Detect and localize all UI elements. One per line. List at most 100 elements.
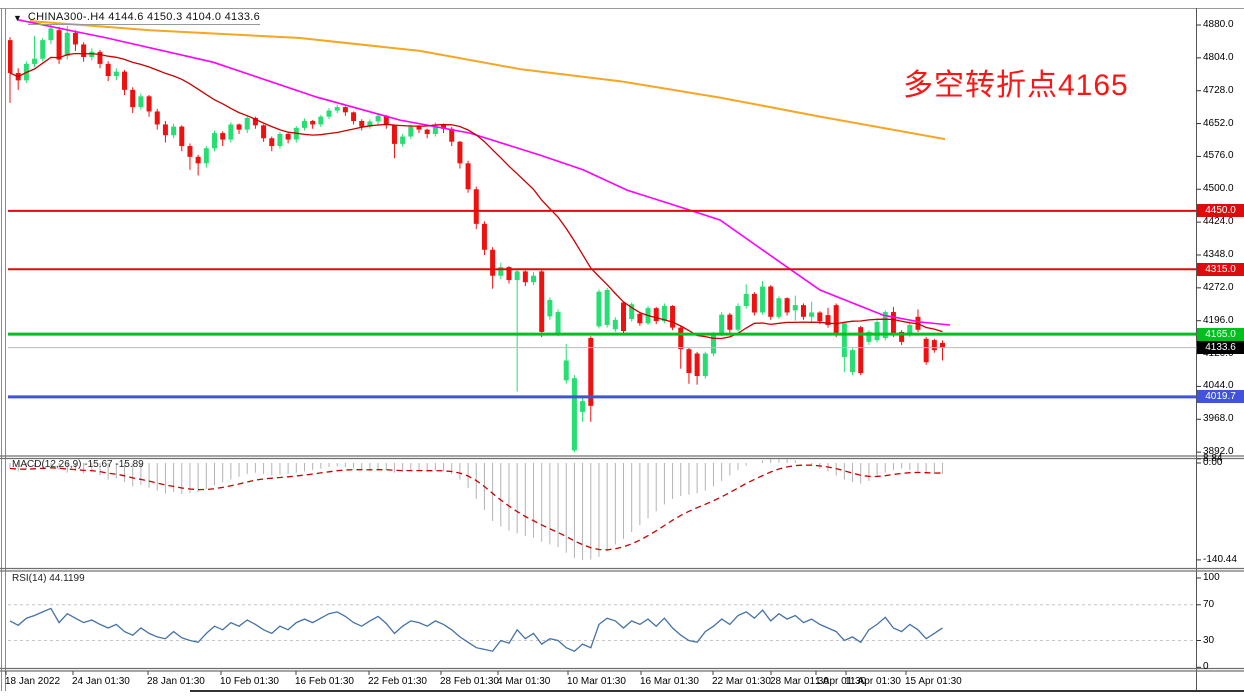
price-axis-label: 4576.0 bbox=[1203, 150, 1234, 162]
time-axis-label: 4 Mar 01:30 bbox=[497, 676, 551, 687]
candle-bull bbox=[367, 121, 373, 127]
time-axis-label: 28 Mar 01:30 bbox=[770, 676, 829, 687]
candle-bull bbox=[32, 58, 38, 64]
candle-bull bbox=[735, 305, 741, 330]
time-axis-label: 10 Mar 01:30 bbox=[567, 676, 626, 687]
candle-bull bbox=[64, 32, 70, 57]
candle-bear bbox=[236, 124, 242, 130]
macd-layer bbox=[9, 459, 944, 560]
candle-bull bbox=[719, 314, 725, 335]
time-axis-label: 1 Apr 01:30 bbox=[815, 676, 867, 687]
candle-bear bbox=[784, 298, 790, 313]
price-axis-label: 3968.0 bbox=[1203, 413, 1234, 425]
candle-bull bbox=[702, 353, 708, 377]
price-axis-label: 4652.0 bbox=[1203, 117, 1234, 129]
ma-slow-orange-line bbox=[29, 20, 946, 141]
candle-bear bbox=[825, 315, 831, 326]
price-tag-4450.0: 4450.0 bbox=[1197, 204, 1244, 218]
candle-bull bbox=[596, 291, 602, 327]
candle-bear bbox=[72, 32, 78, 45]
macd-panel[interactable] bbox=[8, 459, 1196, 568]
candle-bull bbox=[555, 312, 561, 335]
candle-bull bbox=[563, 360, 569, 381]
candle-bear bbox=[146, 96, 152, 112]
candle-bull bbox=[792, 305, 798, 311]
macd-axis-label: 8.84 bbox=[1203, 452, 1223, 464]
candle-bull bbox=[604, 289, 610, 326]
candle-bull bbox=[48, 28, 54, 41]
candle-bull bbox=[212, 133, 217, 149]
rsi-axis-label: 70 bbox=[1203, 598, 1215, 610]
candle-bull bbox=[318, 116, 324, 125]
candle-bear bbox=[261, 125, 267, 139]
candle-bear bbox=[621, 302, 626, 332]
candle-bear bbox=[670, 305, 676, 328]
candle-bear bbox=[252, 117, 258, 126]
candle-bear bbox=[506, 267, 512, 281]
candle-bear bbox=[800, 305, 806, 317]
price-tag-4165.0: 4165.0 bbox=[1197, 327, 1244, 341]
candle-bear bbox=[858, 327, 864, 374]
candle-bull bbox=[661, 305, 667, 322]
candle-bear bbox=[940, 342, 946, 348]
candle-bear bbox=[923, 338, 929, 363]
price-axis-label: 4044.0 bbox=[1203, 380, 1234, 392]
candle-bear bbox=[899, 331, 905, 342]
candle-bear bbox=[522, 271, 528, 283]
candle-bull bbox=[228, 124, 234, 140]
rsi-value: 44.1199 bbox=[49, 573, 85, 584]
candle-bull bbox=[743, 293, 749, 306]
chart-plot-area[interactable] bbox=[8, 9, 1196, 455]
candle-bull bbox=[40, 40, 46, 59]
time-axis-label: 16 Mar 01:30 bbox=[640, 676, 699, 687]
candle-bear bbox=[490, 249, 496, 276]
chevron-down-icon[interactable]: ▼ bbox=[13, 12, 22, 23]
symbol-title-bar[interactable]: ▼ CHINA300-.H4 4144.6 4150.3 4104.0 4133… bbox=[13, 11, 261, 25]
time-axis-label: 15 Apr 01:30 bbox=[905, 676, 962, 687]
candle-bull bbox=[571, 378, 577, 451]
time-axis-label: 18 Jan 2022 bbox=[5, 676, 61, 687]
time-axis-label: 24 Jan 01:30 bbox=[72, 676, 130, 687]
candle-bear bbox=[285, 133, 291, 140]
candle-bear bbox=[220, 133, 226, 140]
rsi-panel[interactable] bbox=[8, 572, 1196, 669]
pivot-annotation-text: 多空转折点4165 bbox=[903, 69, 1129, 102]
candle-bull bbox=[432, 124, 438, 134]
candle-bear bbox=[931, 340, 937, 351]
candle-bear bbox=[383, 115, 389, 126]
candle-bear bbox=[694, 353, 700, 377]
candle-bear bbox=[56, 30, 62, 60]
time-axis-label: 10 Feb 01:30 bbox=[220, 676, 279, 687]
macd-value: -15.67 bbox=[84, 459, 113, 470]
candle-bear bbox=[310, 120, 316, 125]
candle-bear bbox=[122, 71, 128, 90]
candle-bear bbox=[105, 63, 111, 77]
candle-bull bbox=[408, 126, 414, 137]
candle-bear bbox=[768, 286, 774, 317]
candle-bull bbox=[850, 350, 856, 373]
candle-bull bbox=[113, 71, 119, 77]
candle-bull bbox=[710, 334, 716, 354]
rsi-line bbox=[9, 607, 943, 652]
price-axis-label: 4196.0 bbox=[1203, 314, 1234, 326]
price-axis-label: 4500.0 bbox=[1203, 183, 1234, 195]
macd-signal-value: -15.89 bbox=[115, 459, 144, 470]
candle-bear bbox=[351, 112, 357, 121]
candle-bull bbox=[882, 312, 888, 338]
candle-bear bbox=[187, 146, 193, 157]
rsi-label: RSI(14) bbox=[12, 573, 47, 584]
candles-layer bbox=[8, 19, 951, 453]
time-axis-label: 28 Jan 01:30 bbox=[147, 676, 205, 687]
ma-fast-red-line bbox=[9, 52, 943, 340]
candle-bear bbox=[97, 51, 103, 64]
candle-bull bbox=[866, 331, 872, 342]
candle-bear bbox=[81, 44, 87, 57]
candle-bull bbox=[138, 96, 144, 108]
candle-bull bbox=[514, 271, 520, 281]
candle-bull bbox=[760, 286, 766, 313]
candle-bull bbox=[531, 275, 537, 283]
price-axis-label: 4348.0 bbox=[1203, 248, 1234, 260]
candle-bear bbox=[678, 327, 684, 350]
macd-axis-label: -140.44 bbox=[1203, 553, 1237, 565]
